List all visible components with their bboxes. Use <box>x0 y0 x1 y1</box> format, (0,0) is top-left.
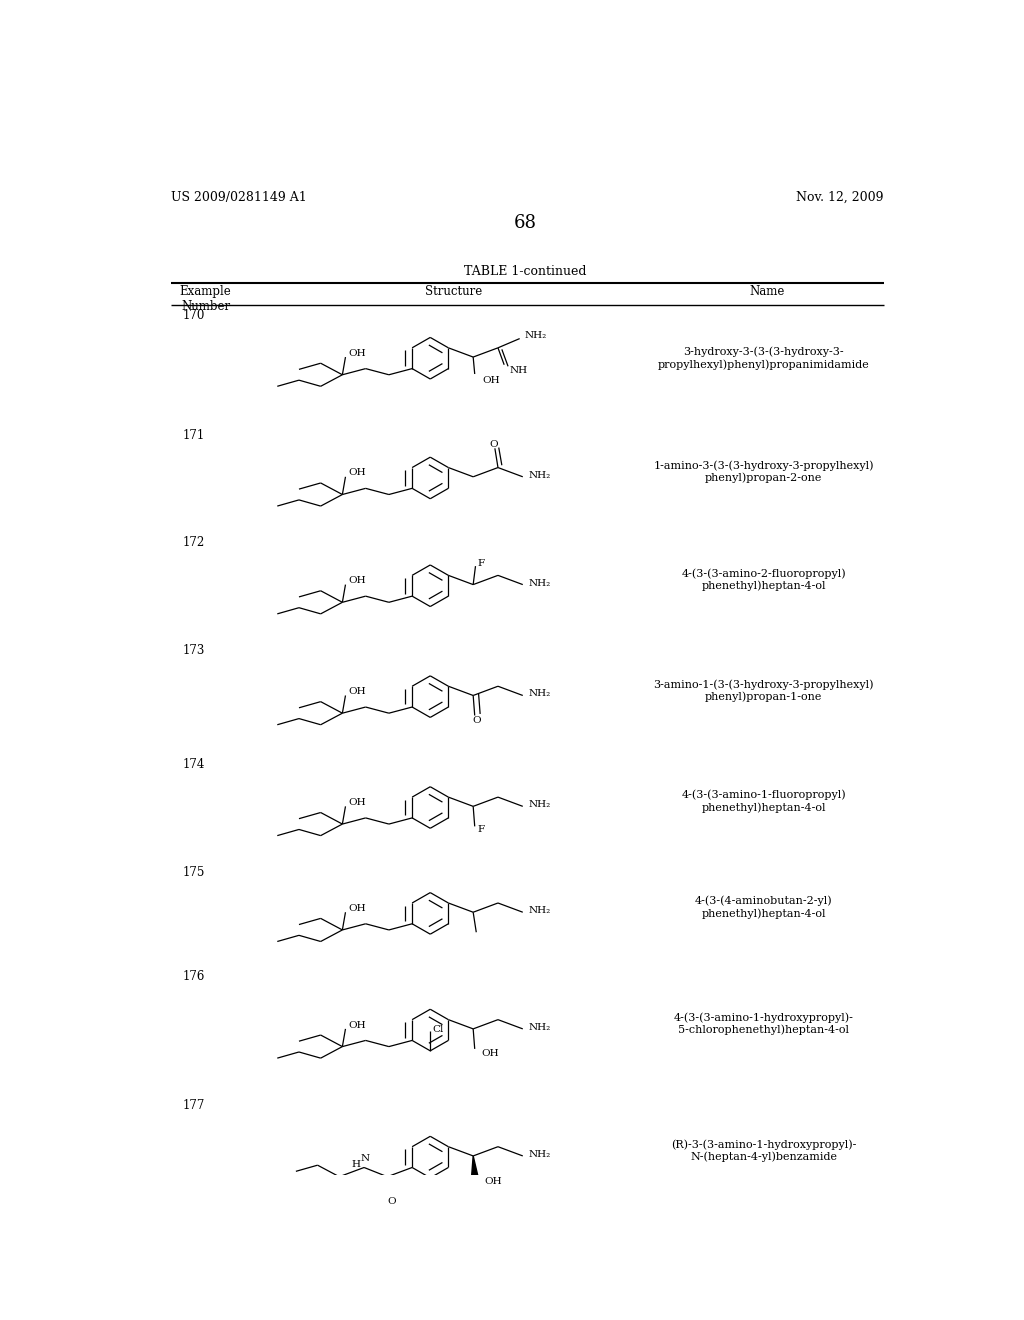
Text: OH: OH <box>348 577 367 585</box>
Text: OH: OH <box>482 376 500 384</box>
Text: NH₂: NH₂ <box>529 471 551 479</box>
Text: OH: OH <box>348 1020 367 1030</box>
Text: OH: OH <box>348 799 367 807</box>
Text: NH₂: NH₂ <box>529 1150 551 1159</box>
Text: Structure: Structure <box>425 285 482 298</box>
Text: 4-(3-(3-amino-1-hydroxypropyl)-
5-chlorophenethyl)heptan-4-ol: 4-(3-(3-amino-1-hydroxypropyl)- 5-chloro… <box>674 1012 853 1035</box>
Text: 171: 171 <box>182 429 205 442</box>
Text: NH: NH <box>510 367 527 375</box>
Text: OH: OH <box>348 688 367 696</box>
Text: OH: OH <box>484 1177 502 1185</box>
Polygon shape <box>472 1156 478 1176</box>
Text: 3-amino-1-(3-(3-hydroxy-3-propylhexyl)
phenyl)propan-1-one: 3-amino-1-(3-(3-hydroxy-3-propylhexyl) p… <box>653 678 873 702</box>
Text: NH₂: NH₂ <box>529 689 551 698</box>
Text: 3-hydroxy-3-(3-(3-hydroxy-3-
propylhexyl)phenyl)propanimidamide: 3-hydroxy-3-(3-(3-hydroxy-3- propylhexyl… <box>657 347 869 370</box>
Text: F: F <box>477 825 484 834</box>
Text: F: F <box>478 560 485 569</box>
Text: TABLE 1-continued: TABLE 1-continued <box>464 264 586 277</box>
Text: OH: OH <box>348 469 367 478</box>
Text: US 2009/0281149 A1: US 2009/0281149 A1 <box>171 190 306 203</box>
Text: OH: OH <box>481 1049 499 1059</box>
Text: OH: OH <box>348 348 367 358</box>
Text: NH₂: NH₂ <box>529 907 551 915</box>
Text: 175: 175 <box>182 866 205 879</box>
Text: H: H <box>351 1160 360 1170</box>
Text: 1-amino-3-(3-(3-hydroxy-3-propylhexyl)
phenyl)propan-2-one: 1-amino-3-(3-(3-hydroxy-3-propylhexyl) p… <box>653 461 873 483</box>
Text: 174: 174 <box>182 758 205 771</box>
Text: 4-(3-(4-aminobutan-2-yl)
phenethyl)heptan-4-ol: 4-(3-(4-aminobutan-2-yl) phenethyl)hepta… <box>694 896 833 919</box>
Text: 68: 68 <box>513 214 537 232</box>
Text: 170: 170 <box>182 309 205 322</box>
Text: 172: 172 <box>182 536 205 549</box>
Text: O: O <box>489 440 498 449</box>
Text: NH₂: NH₂ <box>524 331 547 341</box>
Text: OH: OH <box>348 904 367 913</box>
Text: NH₂: NH₂ <box>529 1023 551 1032</box>
Text: NH₂: NH₂ <box>529 800 551 809</box>
Text: Cl: Cl <box>432 1024 444 1034</box>
Text: Name: Name <box>750 285 785 298</box>
Text: (R)-3-(3-amino-1-hydroxypropyl)-
N-(heptan-4-yl)benzamide: (R)-3-(3-amino-1-hydroxypropyl)- N-(hept… <box>671 1139 856 1163</box>
Text: Example
Number: Example Number <box>179 285 231 313</box>
Text: O: O <box>387 1197 395 1206</box>
Text: N: N <box>360 1154 370 1163</box>
Text: 4-(3-(3-amino-2-fluoropropyl)
phenethyl)heptan-4-ol: 4-(3-(3-amino-2-fluoropropyl) phenethyl)… <box>681 568 846 591</box>
Text: NH₂: NH₂ <box>529 578 551 587</box>
Text: Nov. 12, 2009: Nov. 12, 2009 <box>796 190 884 203</box>
Text: 177: 177 <box>182 1100 205 1113</box>
Text: 176: 176 <box>182 970 205 983</box>
Text: O: O <box>473 715 481 725</box>
Text: 173: 173 <box>182 644 205 657</box>
Text: 4-(3-(3-amino-1-fluoropropyl)
phenethyl)heptan-4-ol: 4-(3-(3-amino-1-fluoropropyl) phenethyl)… <box>681 789 846 813</box>
